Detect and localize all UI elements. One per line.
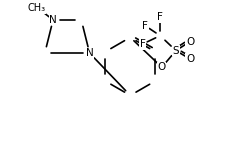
Text: N: N <box>49 15 57 25</box>
Text: O: O <box>186 37 194 46</box>
Text: N: N <box>86 48 93 58</box>
Text: F: F <box>142 21 148 31</box>
Text: O: O <box>186 54 194 64</box>
Text: O: O <box>158 62 166 72</box>
Text: F: F <box>157 12 163 22</box>
Text: F: F <box>140 39 146 49</box>
Text: S: S <box>173 46 179 56</box>
Text: CH₃: CH₃ <box>27 3 46 13</box>
